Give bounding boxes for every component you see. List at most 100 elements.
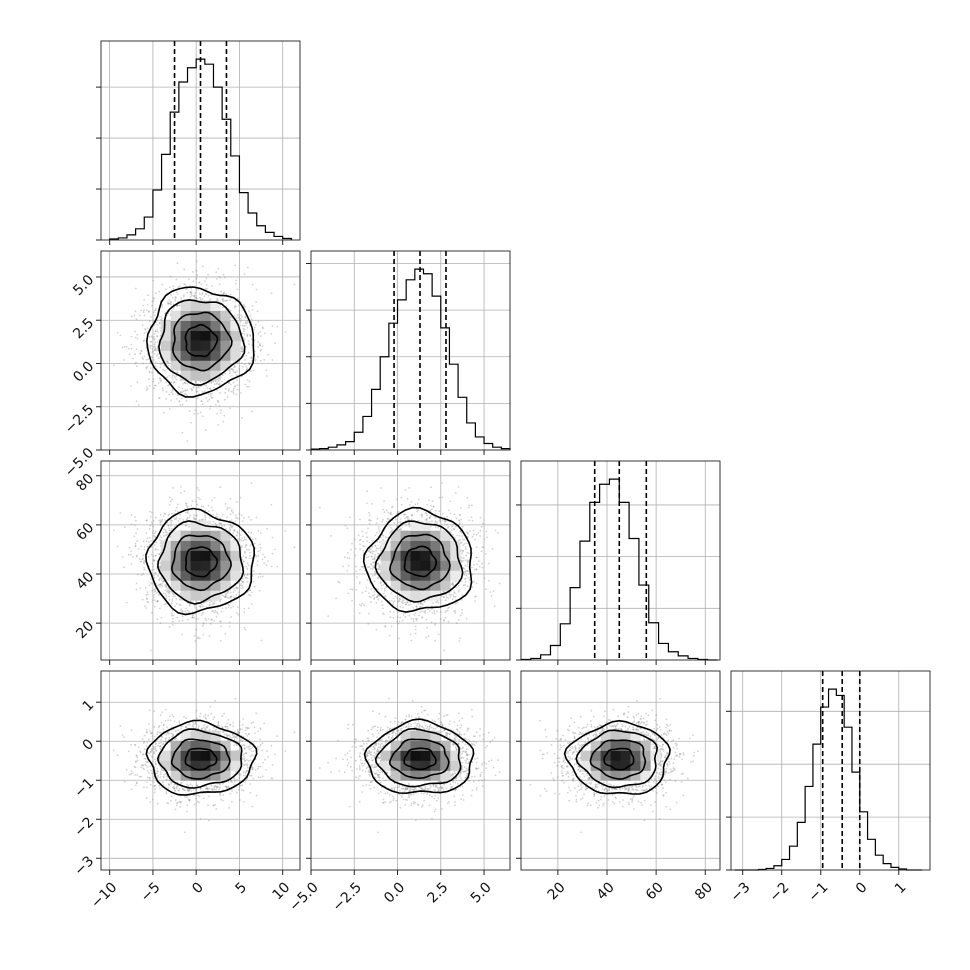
scatter-point <box>460 549 463 552</box>
scatter-point <box>191 614 194 617</box>
scatter-point <box>240 739 242 742</box>
scatter-point <box>372 725 375 728</box>
scatter-point <box>253 726 256 729</box>
scatter-point <box>153 559 156 562</box>
scatter-point <box>173 788 175 790</box>
scatter-point <box>567 775 570 778</box>
density-cell <box>390 760 401 771</box>
scatter-point <box>460 756 463 759</box>
scatter-point <box>230 519 233 521</box>
scatter-point <box>458 640 461 642</box>
scatter-point <box>193 295 195 298</box>
density-cell <box>180 350 191 361</box>
scatter-point <box>212 380 215 383</box>
scatter-point <box>405 787 408 789</box>
scatter-point <box>162 580 165 583</box>
scatter-point <box>135 554 138 557</box>
scatter-point <box>374 570 376 573</box>
density-cell <box>170 310 181 321</box>
scatter-point <box>210 784 213 787</box>
scatter-point <box>144 328 147 331</box>
scatter-point <box>181 387 184 390</box>
scatter-point <box>411 788 413 791</box>
density-cell <box>170 770 181 781</box>
scatter-point <box>371 766 374 768</box>
scatter-point <box>168 529 171 531</box>
scatter-point <box>419 611 421 614</box>
scatter-point <box>185 525 188 527</box>
scatter-point <box>168 715 171 717</box>
scatter-point <box>473 740 475 743</box>
scatter-point <box>262 761 264 764</box>
scatter-point <box>220 522 223 525</box>
scatter-point <box>216 297 219 300</box>
scatter-point <box>371 759 374 762</box>
scatter-point <box>215 382 218 385</box>
scatter-point <box>319 767 321 769</box>
scatter-point <box>259 532 262 534</box>
scatter-point <box>160 380 163 382</box>
scatter-point <box>246 321 249 323</box>
scatter-point <box>433 720 436 723</box>
scatter-point <box>471 535 474 538</box>
scatter-point <box>471 519 474 522</box>
scatter-point <box>456 534 459 537</box>
scatter-point <box>468 753 471 756</box>
scatter-point <box>205 277 208 280</box>
scatter-point <box>248 310 250 312</box>
scatter-point <box>243 305 245 307</box>
scatter-point <box>454 737 456 739</box>
scatter-point <box>254 359 257 362</box>
scatter-point <box>164 740 167 743</box>
scatter-point <box>148 777 151 780</box>
scatter-point <box>445 594 447 596</box>
scatter-point <box>192 725 195 728</box>
scatter-point <box>194 722 197 725</box>
scatter-point <box>238 732 241 734</box>
scatter-point <box>255 516 258 519</box>
scatter-point <box>255 301 258 303</box>
scatter-point <box>449 787 452 790</box>
scatter-point <box>231 790 233 792</box>
scatter-point <box>158 290 161 293</box>
scatter-point <box>475 741 478 744</box>
scatter-point <box>184 389 186 392</box>
scatter-point <box>136 782 138 785</box>
scatter-point <box>244 550 246 553</box>
scatter-point <box>159 366 162 369</box>
scatter-point <box>137 746 140 749</box>
scatter-point <box>229 383 232 386</box>
scatter-point <box>140 349 143 352</box>
scatter-point <box>377 756 380 759</box>
scatter-point <box>377 792 380 795</box>
scatter-point <box>429 515 432 517</box>
scatter-point <box>167 514 170 517</box>
scatter-point <box>423 601 425 603</box>
scatter-point <box>465 617 468 620</box>
scatter-point <box>162 776 165 779</box>
scatter-point <box>473 775 476 778</box>
scatter-point <box>377 831 379 834</box>
density-cell <box>200 310 211 321</box>
scatter-point <box>231 781 233 783</box>
scatter-point <box>208 604 211 607</box>
scatter-point <box>466 753 468 756</box>
scatter-point <box>172 617 174 620</box>
scatter-point <box>233 735 236 738</box>
scatter-point <box>416 723 418 725</box>
scatter-point <box>376 729 379 732</box>
scatter-point <box>373 590 376 593</box>
scatter-point <box>262 327 264 330</box>
scatter-point <box>395 732 397 735</box>
scatter-point <box>238 731 241 734</box>
scatter-point <box>197 794 200 797</box>
scatter-point <box>449 500 452 503</box>
scatter-point <box>161 582 164 585</box>
scatter-point <box>659 745 662 747</box>
scatter-point <box>408 521 410 524</box>
density-cell <box>410 550 421 561</box>
scatter-point <box>186 517 189 519</box>
scatter-point <box>399 606 402 608</box>
scatter-point <box>201 612 204 615</box>
scatter-point <box>214 522 217 525</box>
